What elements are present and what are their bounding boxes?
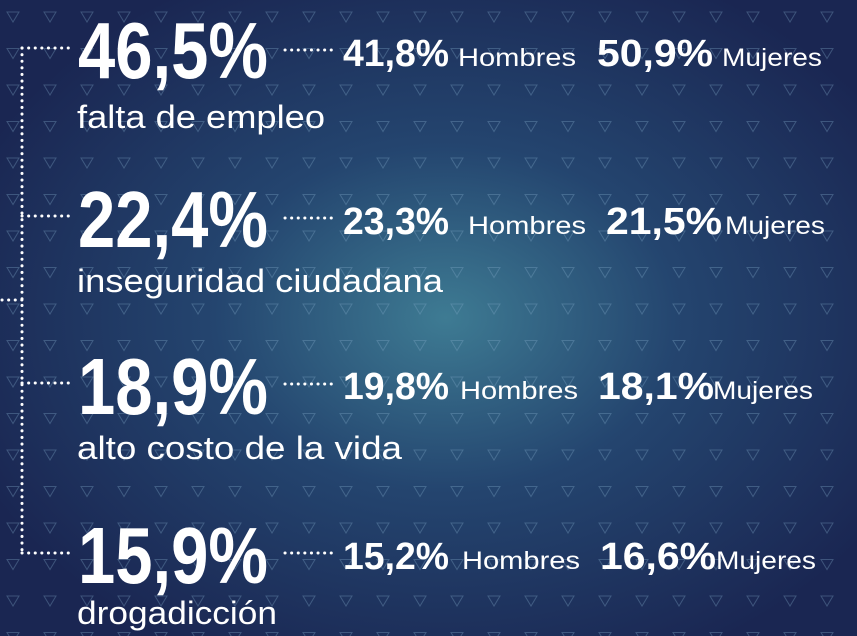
connector	[0, 46, 337, 555]
cause-label: falta de empleo	[77, 99, 325, 135]
male-value: 41,8%	[343, 33, 449, 75]
cause-label: inseguridad ciudadana	[77, 263, 443, 299]
male-value: 19,8%	[343, 366, 449, 408]
total-value: 22,4%	[78, 175, 268, 264]
female-value: 21,5%	[606, 201, 722, 243]
female-label: Mujeres	[716, 547, 816, 575]
female-label: Mujeres	[713, 377, 813, 405]
male-label: Hombres	[460, 377, 578, 405]
cause-label: drogadicción	[77, 595, 277, 631]
female-value: 50,9%	[597, 33, 713, 75]
male-value: 15,2%	[343, 536, 449, 578]
female-label: Mujeres	[722, 44, 822, 72]
male-label: Hombres	[458, 44, 576, 72]
female-value: 16,6%	[600, 536, 716, 578]
female-label: Mujeres	[725, 212, 825, 240]
total-value: 46,5%	[78, 6, 268, 95]
male-value: 23,3%	[343, 201, 449, 243]
cause-label: alto costo de la vida	[77, 430, 402, 466]
total-value: 15,9%	[78, 511, 268, 600]
male-label: Hombres	[462, 547, 580, 575]
total-value: 18,9%	[78, 342, 268, 431]
female-value: 18,1%	[598, 366, 714, 408]
male-label: Hombres	[468, 212, 586, 240]
